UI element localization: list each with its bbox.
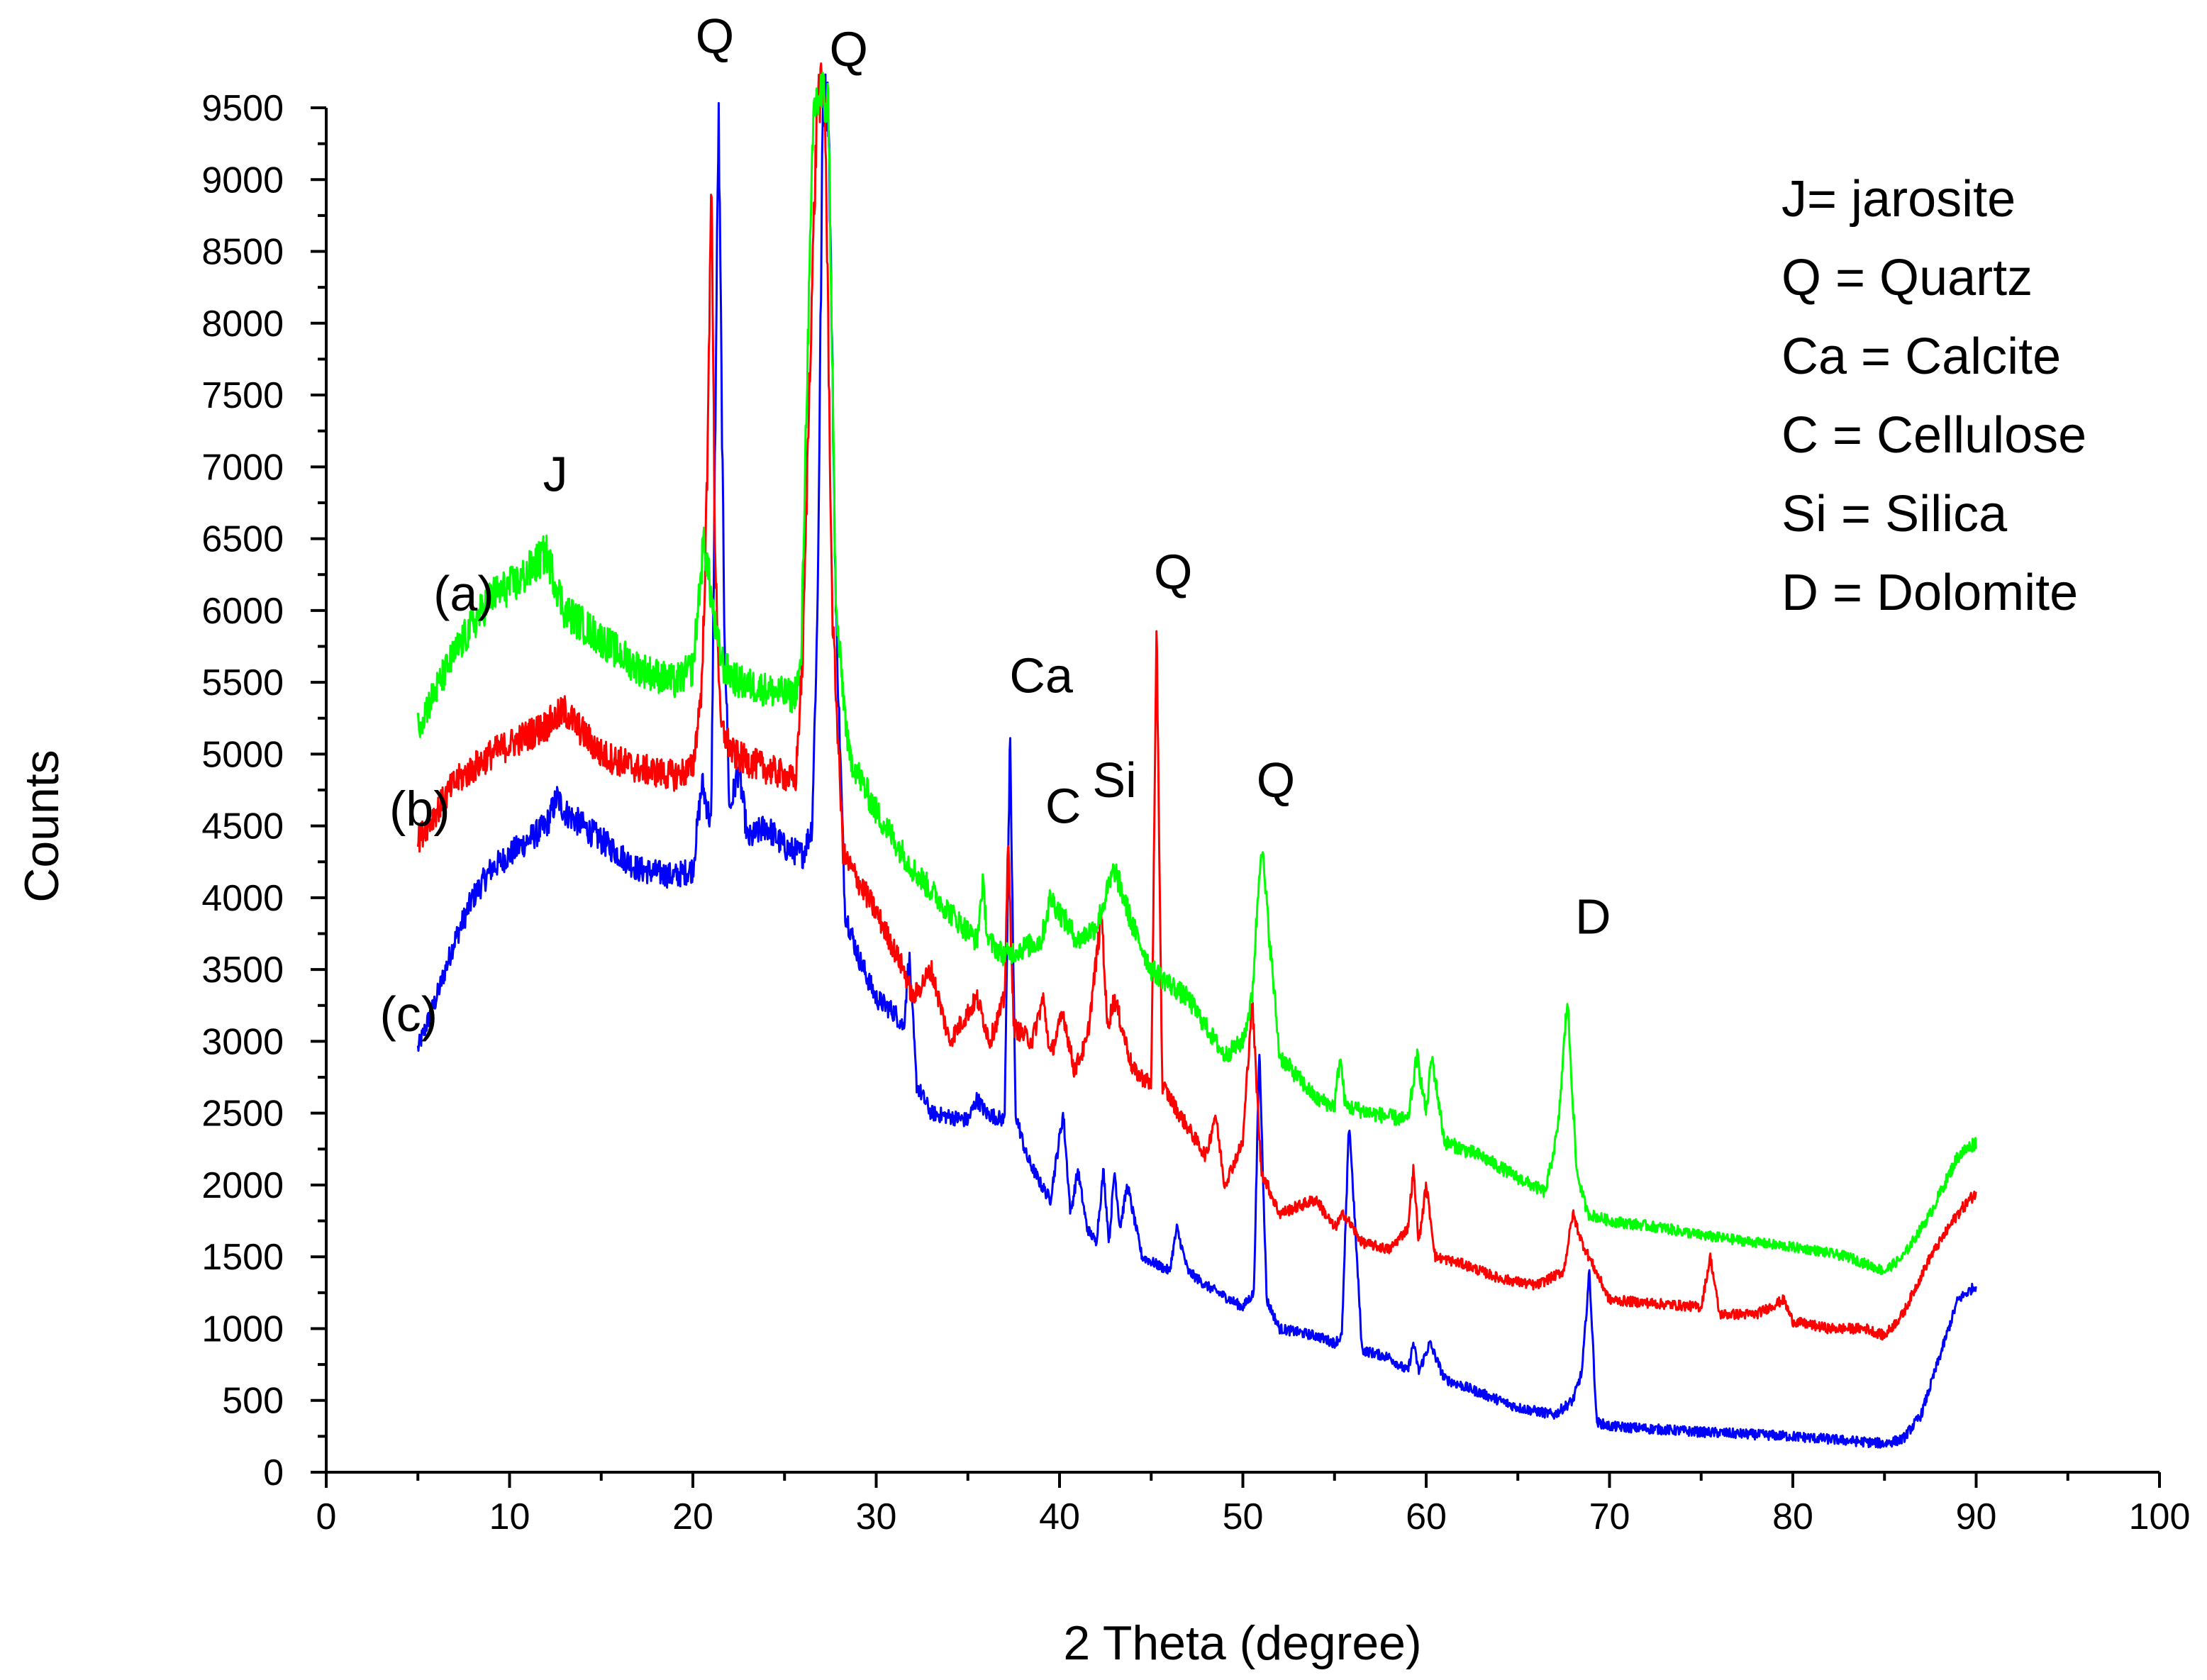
legend-entry: D = Dolomite bbox=[1781, 564, 2078, 621]
legend-entry: Si = Silica bbox=[1781, 486, 2008, 543]
x-tick-label: 40 bbox=[1039, 1496, 1080, 1537]
peak-annotation: C bbox=[1045, 779, 1082, 834]
legend-entry: C = Cellulose bbox=[1781, 407, 2086, 464]
x-tick-label: 90 bbox=[1956, 1496, 1997, 1537]
y-tick-label: 6000 bbox=[201, 591, 284, 632]
series-layer bbox=[416, 62, 1977, 1449]
peak-annotation: Q bbox=[1257, 752, 1295, 808]
y-tick-label: 7500 bbox=[201, 375, 284, 416]
y-tick-label: 5000 bbox=[201, 734, 284, 775]
y-tick-label: 2000 bbox=[201, 1165, 284, 1206]
y-tick-label: 3000 bbox=[201, 1021, 284, 1062]
legend-entry: J= jarosite bbox=[1781, 171, 2016, 228]
y-tick-label: 8500 bbox=[201, 232, 284, 273]
x-tick-label: 30 bbox=[856, 1496, 897, 1537]
x-tick-label: 100 bbox=[2129, 1496, 2191, 1537]
series-a-line bbox=[416, 71, 1977, 1276]
series-c-line bbox=[416, 73, 1977, 1449]
legend-entry: Q = Quartz bbox=[1781, 250, 2033, 306]
x-axis-title: 2 Theta (degree) bbox=[1063, 1616, 1421, 1670]
x-tick-label: 20 bbox=[672, 1496, 713, 1537]
series-b-line bbox=[416, 62, 1977, 1341]
x-tick-label: 80 bbox=[1772, 1496, 1813, 1537]
x-tick-label: 60 bbox=[1406, 1496, 1447, 1537]
peak-annotation: (c) bbox=[380, 986, 438, 1042]
peak-annotation: J bbox=[543, 447, 568, 502]
y-tick-label: 2500 bbox=[201, 1094, 284, 1135]
peak-annotation: D bbox=[1575, 889, 1611, 945]
y-tick-label: 6500 bbox=[201, 519, 284, 560]
peak-annotation: Ca bbox=[1009, 647, 1073, 703]
peak-annotation: Q bbox=[829, 21, 867, 77]
x-tick-label: 70 bbox=[1589, 1496, 1630, 1537]
y-tick-label: 0 bbox=[263, 1452, 284, 1493]
y-tick-label: 9500 bbox=[201, 88, 284, 129]
y-tick-label: 1500 bbox=[201, 1237, 284, 1278]
legend-box: J= jarosite Q = Quartz Ca = Calcite C = Cel… bbox=[1781, 171, 2086, 621]
peak-annotation: Si bbox=[1092, 752, 1136, 808]
y-tick-label: 7000 bbox=[201, 447, 284, 488]
y-tick-label: 4500 bbox=[201, 806, 284, 847]
y-axis-title: Counts bbox=[15, 750, 69, 902]
y-tick-label: 500 bbox=[222, 1381, 284, 1422]
y-tick-label: 5500 bbox=[201, 662, 284, 703]
legend-entry: Ca = Calcite bbox=[1781, 328, 2061, 385]
annotation-layer: J Q Q Ca C Si Q Q D (a) (b) (c) bbox=[380, 9, 1611, 1042]
axes-layer bbox=[325, 108, 2159, 1474]
y-tick-label: 3500 bbox=[201, 950, 284, 991]
y-tick-label: 8000 bbox=[201, 304, 284, 345]
peak-annotation: (b) bbox=[389, 781, 450, 837]
peak-annotation: Q bbox=[1154, 544, 1192, 599]
x-tick-label: 50 bbox=[1223, 1496, 1264, 1537]
x-tick-label: 0 bbox=[316, 1496, 337, 1537]
y-tick-label: 4000 bbox=[201, 878, 284, 919]
peak-annotation: Q bbox=[696, 9, 734, 64]
x-tick-label: 10 bbox=[489, 1496, 530, 1537]
ticks-layer: 0 10 20 30 40 50 60 70 80 90 100050010001500200025… bbox=[201, 88, 2190, 1537]
y-tick-label: 1000 bbox=[201, 1308, 284, 1350]
y-tick-label: 9000 bbox=[201, 160, 284, 201]
peak-annotation: (a) bbox=[433, 566, 494, 621]
labels-layer: 2 Theta (degree) Counts bbox=[15, 750, 1422, 1670]
